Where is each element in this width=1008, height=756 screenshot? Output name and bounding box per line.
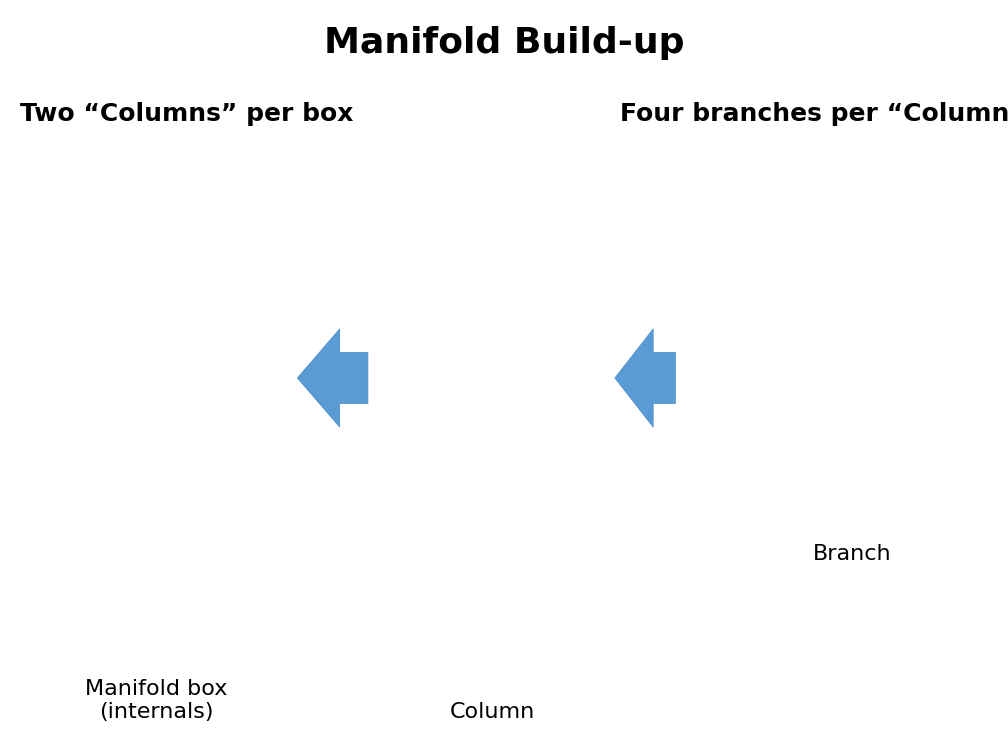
Bar <box>365 110 635 707</box>
Text: Manifold box
(internals): Manifold box (internals) <box>85 679 228 722</box>
Text: Column: Column <box>450 702 534 722</box>
Text: Manifold Build-up: Manifold Build-up <box>324 26 684 60</box>
Bar <box>20 110 307 688</box>
Text: Four branches per “Column”: Four branches per “Column” <box>620 102 1008 126</box>
Text: Two “Columns” per box: Two “Columns” per box <box>20 102 354 126</box>
Bar <box>696 185 993 593</box>
Text: Branch: Branch <box>812 544 891 564</box>
Polygon shape <box>615 329 675 427</box>
Polygon shape <box>297 329 368 427</box>
